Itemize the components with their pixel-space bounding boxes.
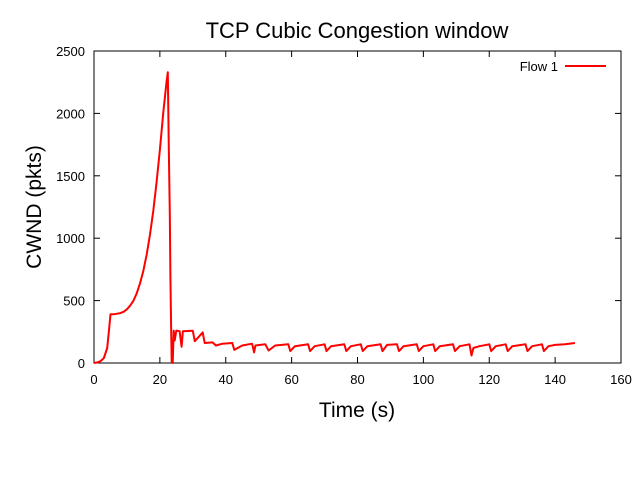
x-tick-label: 140 bbox=[544, 372, 566, 387]
y-tick-label: 2000 bbox=[56, 106, 85, 121]
y-tick-label: 500 bbox=[63, 294, 85, 309]
x-tick-label: 20 bbox=[153, 372, 167, 387]
y-tick-label: 2500 bbox=[56, 44, 85, 59]
y-tick-label: 0 bbox=[78, 356, 85, 371]
x-tick-label: 60 bbox=[284, 372, 298, 387]
x-tick-label: 160 bbox=[610, 372, 632, 387]
chart-title: TCP Cubic Congestion window bbox=[206, 18, 509, 43]
x-tick-label: 120 bbox=[478, 372, 500, 387]
x-tick-label: 0 bbox=[90, 372, 97, 387]
x-tick-label: 100 bbox=[413, 372, 435, 387]
legend: Flow 1 bbox=[520, 59, 606, 74]
y-tick-label: 1500 bbox=[56, 169, 85, 184]
x-axis-ticks: 0 20 40 60 80 100 120 140 160 bbox=[90, 51, 632, 387]
y-tick-label: 1000 bbox=[56, 231, 85, 246]
legend-label-flow-1: Flow 1 bbox=[520, 59, 558, 74]
series-layer bbox=[93, 71, 576, 364]
y-axis-ticks: 0 500 1000 1500 2000 2500 bbox=[56, 44, 621, 371]
series-line-flow-1 bbox=[93, 71, 576, 364]
x-tick-label: 40 bbox=[219, 372, 233, 387]
x-axis-label: Time (s) bbox=[319, 399, 395, 422]
y-axis-label: CWND (pkts) bbox=[23, 145, 46, 269]
x-tick-label: 80 bbox=[350, 372, 364, 387]
